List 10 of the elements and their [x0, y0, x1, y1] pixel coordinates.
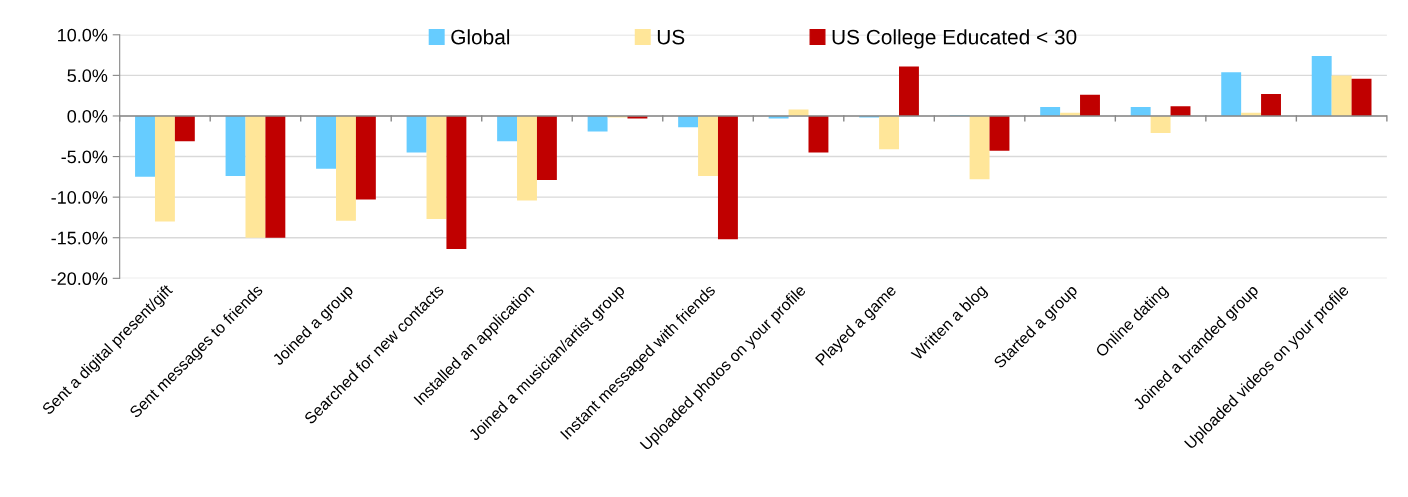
y-tick-label: -20.0% [51, 272, 108, 286]
legend-label: Global [451, 29, 510, 45]
y-tick-label: -5.0% [61, 150, 108, 164]
y-tick-label: 10.0% [58, 28, 108, 42]
legend-label: US College Educated < 30 [832, 29, 1077, 49]
legend-label: US [657, 29, 685, 45]
y-tick-label: -10.0% [51, 191, 108, 204]
y-tick-label: 5.0% [67, 69, 108, 83]
y-tick-label: 0.0% [67, 109, 108, 123]
y-tick-label: -15.0% [51, 231, 108, 245]
